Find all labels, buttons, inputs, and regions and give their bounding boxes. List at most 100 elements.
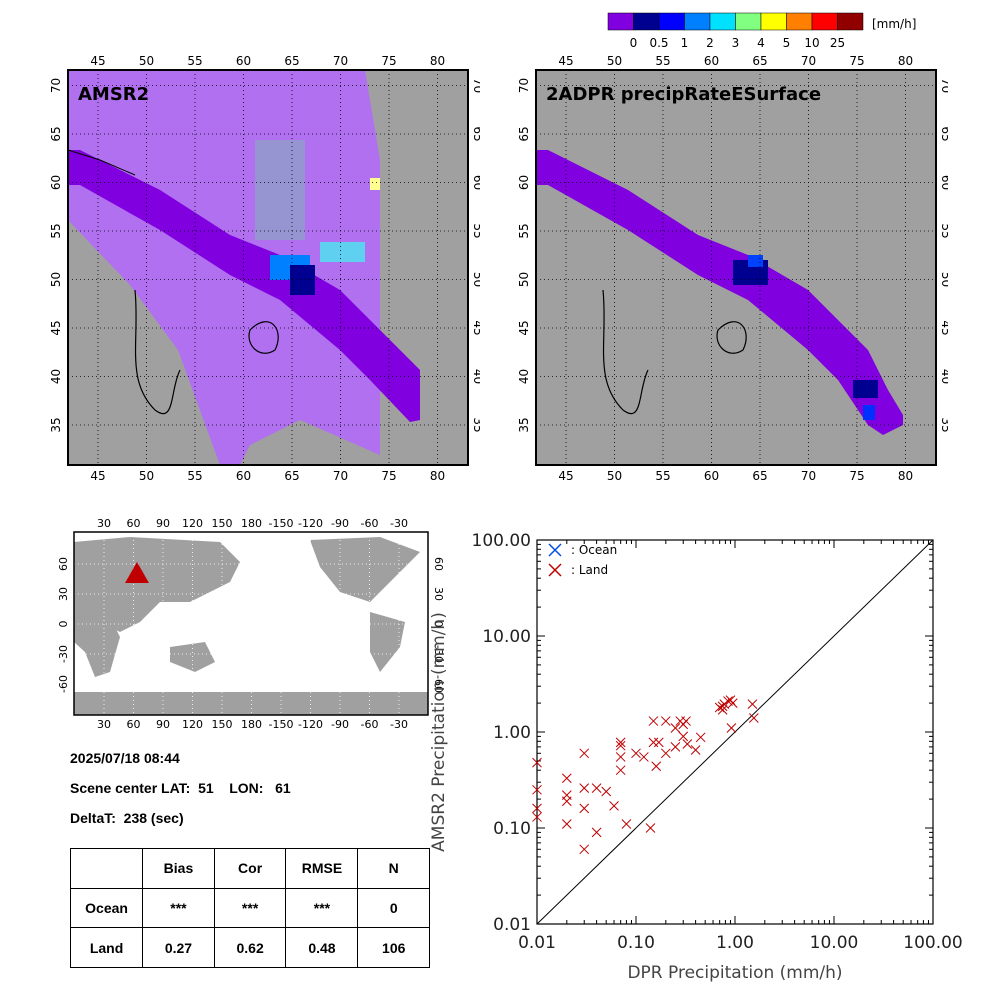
world-locator-map: 30 30 60 60 90 90 120 120 150 150 180 180 -150 -150 -1… — [57, 517, 445, 731]
lon-tick-label: 75 — [381, 469, 396, 483]
lon-tick-label: 65 — [752, 469, 767, 483]
table-cell: 0.48 — [285, 927, 359, 968]
data-point — [591, 783, 602, 794]
stats-table: Bias Cor RMSE N Ocean *** *** *** 0 Land… — [69, 848, 430, 968]
header-cell: RMSE — [285, 848, 359, 889]
x-tick-label: 0.10 — [617, 933, 655, 953]
lon-tick-label: 60 — [236, 469, 251, 483]
lat-tick-label: 55 — [49, 223, 63, 238]
table-cell: *** — [285, 887, 359, 929]
rain-cell-blue — [748, 255, 763, 267]
lon-tick-label: -60 — [361, 517, 379, 530]
data-point — [615, 765, 626, 776]
y-tick-label: 1.00 — [493, 723, 531, 743]
lon-tick-label: 45 — [558, 54, 573, 68]
lat-tick-label: 50 — [49, 272, 63, 287]
table-cell: 106 — [357, 927, 430, 968]
data-point — [717, 705, 728, 715]
data-point — [532, 757, 542, 768]
y-axis-label: AMSR2 Precipitation (mm/h) — [429, 612, 449, 852]
x-tick-label: 1.00 — [716, 933, 754, 953]
lat-tick-label: 55 — [939, 223, 948, 238]
table-cell: 0 — [357, 887, 430, 929]
lon-tick-label: -120 — [298, 718, 323, 731]
lat-tick-label: 45 — [49, 320, 63, 335]
lon-tick-label: 65 — [284, 469, 299, 483]
dpr-swath-outline — [68, 150, 420, 422]
aral-sea-outline — [716, 321, 747, 354]
data-point — [727, 698, 738, 708]
table-cell: Land — [69, 927, 144, 968]
data-point — [695, 732, 706, 743]
lon-tick-label: 55 — [187, 54, 202, 68]
data-point — [532, 803, 542, 814]
data-points — [532, 695, 759, 855]
lon-tick-label: 120 — [182, 718, 203, 731]
lat-tick-label: 55 — [471, 223, 480, 238]
table-cell: Ocean — [69, 887, 144, 929]
legend-label: : Ocean — [571, 543, 617, 557]
lon-tick-label: 150 — [212, 517, 233, 530]
x-tick-label: 10.00 — [810, 933, 859, 953]
rain-cell-south-blue — [863, 405, 875, 420]
lat-tick-label: -60 — [432, 675, 445, 693]
lat-tick-label: 35 — [471, 417, 480, 432]
data-point — [653, 737, 664, 748]
data-point — [670, 742, 681, 752]
lat-tick-label: 65 — [471, 126, 480, 141]
data-point — [648, 716, 659, 726]
lat-tick-label: 60 — [432, 557, 445, 571]
lon-tick-label: -90 — [331, 517, 349, 530]
lon-tick-label: 150 — [212, 718, 233, 731]
data-point — [621, 819, 632, 829]
data-point — [532, 784, 542, 795]
antarctica-landmass — [74, 692, 428, 715]
lat-tick-label: 35 — [49, 417, 63, 432]
lon-tick-label: 50 — [607, 54, 622, 68]
data-point — [532, 812, 542, 822]
data-point — [615, 740, 626, 751]
lon-tick-label: -90 — [331, 718, 349, 731]
data-point — [609, 801, 619, 811]
lon-tick-label: 45 — [90, 469, 105, 483]
colorbar-box — [760, 12, 787, 31]
lat-tick-label: 65 — [49, 126, 63, 141]
lon-tick-label: 60 — [236, 54, 251, 68]
lon-tick-label: 70 — [333, 469, 348, 483]
lon-tick-label: -30 — [390, 718, 408, 731]
map-tick-labels: 45 45 50 50 55 55 60 60 65 65 70 70 75 75 80 80 35 35 40 40… — [49, 54, 480, 483]
lon-tick-label: 55 — [187, 469, 202, 483]
lat-tick-label: 60 — [939, 175, 948, 190]
colorbar-box — [735, 12, 762, 31]
lat-tick-label: 35 — [517, 417, 531, 432]
data-point — [678, 731, 689, 742]
lon-tick-label: 80 — [430, 54, 445, 68]
colorbar-labels: 0 0.5 1 2 3 4 5 10 25 — [630, 36, 845, 50]
lat-tick-label: 40 — [49, 369, 63, 384]
colorbar-label: 3 — [732, 36, 740, 50]
map-frame — [535, 69, 937, 466]
legend-marker — [548, 563, 562, 577]
africa-landmass — [74, 612, 120, 677]
lat-tick-label: 60 — [49, 175, 63, 190]
colorbar-boxes — [607, 12, 864, 31]
legend-label: : Land — [571, 563, 608, 577]
colorbar-label: 25 — [830, 36, 845, 50]
data-point — [747, 699, 758, 710]
data-point — [638, 752, 649, 762]
data-point — [660, 716, 671, 726]
data-point — [723, 696, 733, 706]
lat-tick-label: 70 — [517, 78, 531, 93]
lon-tick-label: 80 — [898, 54, 913, 68]
rain-cell-cyan — [320, 242, 365, 262]
rain-cell-dark — [290, 265, 315, 295]
map-title: 2ADPR precipRateESurface — [546, 84, 821, 105]
lon-tick-label: 65 — [752, 54, 767, 68]
table-row: Land 0.27 0.62 0.48 106 — [69, 927, 430, 968]
data-point — [682, 739, 693, 749]
colorbar-unit: [mm/h] — [872, 17, 916, 31]
data-point — [579, 748, 590, 759]
lat-tick-label: 55 — [517, 223, 531, 238]
map-grid — [536, 70, 936, 465]
